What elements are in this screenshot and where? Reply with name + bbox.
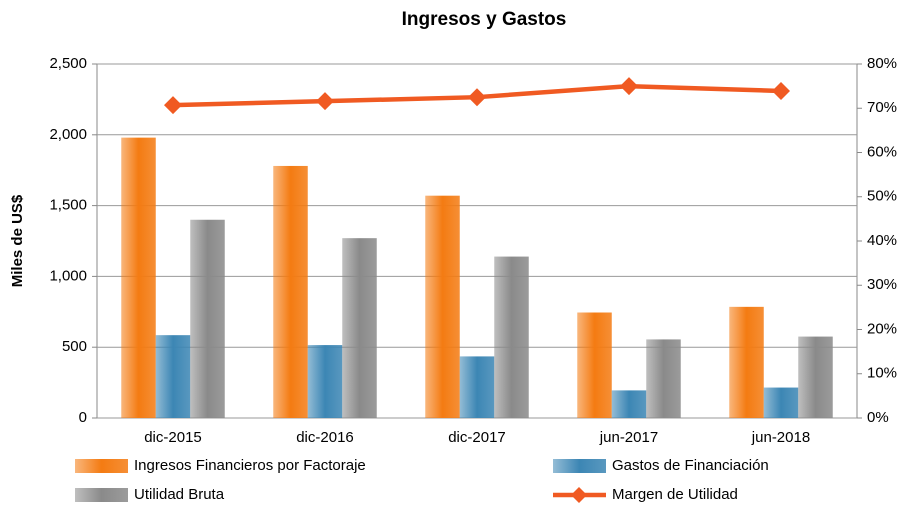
x-tick-label: dic-2016	[296, 429, 354, 446]
y2-tick-label: 0%	[867, 409, 889, 426]
y-tick-label: 1,500	[49, 197, 87, 214]
bar	[798, 336, 833, 418]
y-tick-label: 500	[62, 338, 87, 355]
x-tick-label: jun-2017	[599, 429, 658, 446]
bar	[273, 165, 308, 418]
chart-title: Ingresos y Gastos	[402, 9, 567, 30]
bar	[155, 335, 191, 418]
y2-tick-label: 60%	[867, 143, 897, 160]
bar	[646, 339, 681, 418]
y2-tick-label: 10%	[867, 365, 897, 382]
y-tick-label: 2,000	[49, 126, 87, 143]
bar	[729, 306, 764, 418]
line-marker	[164, 96, 182, 115]
y-tick-label: 0	[79, 409, 87, 426]
bar	[494, 256, 529, 418]
y2-tick-label: 30%	[867, 276, 897, 293]
y2-tick-label: 80%	[867, 55, 897, 72]
bar	[342, 238, 377, 418]
bar	[763, 387, 799, 418]
bar	[611, 390, 647, 418]
legend-label: Utilidad Bruta	[134, 486, 225, 503]
x-tick-label: dic-2017	[448, 429, 506, 446]
bar	[307, 345, 343, 418]
x-tick-label: dic-2015	[144, 429, 202, 446]
y2-tick-label: 50%	[867, 188, 897, 205]
y-tick-label: 1,000	[49, 267, 87, 284]
line-marker	[620, 77, 638, 96]
legend-label: Margen de Utilidad	[612, 486, 738, 503]
x-tick-label: jun-2018	[751, 429, 810, 446]
line-marker	[468, 88, 486, 107]
y-tick-label: 2,500	[49, 55, 87, 72]
y2-tick-label: 20%	[867, 320, 897, 337]
legend-label: Gastos de Financiación	[612, 457, 769, 474]
bar	[425, 195, 460, 418]
y-axis-label: Miles de US$	[9, 194, 26, 287]
legend-swatch	[75, 488, 128, 502]
bar	[459, 356, 495, 418]
bar	[190, 219, 225, 418]
y2-tick-label: 40%	[867, 232, 897, 249]
legend-marker	[571, 487, 587, 503]
legend-swatch	[553, 459, 606, 473]
bar	[121, 137, 156, 418]
line-marker	[316, 92, 334, 111]
bar	[577, 312, 612, 418]
y2-tick-label: 70%	[867, 99, 897, 116]
legend-label: Ingresos Financieros por Factoraje	[134, 457, 366, 474]
legend-swatch	[75, 459, 128, 473]
line-marker	[772, 81, 790, 100]
